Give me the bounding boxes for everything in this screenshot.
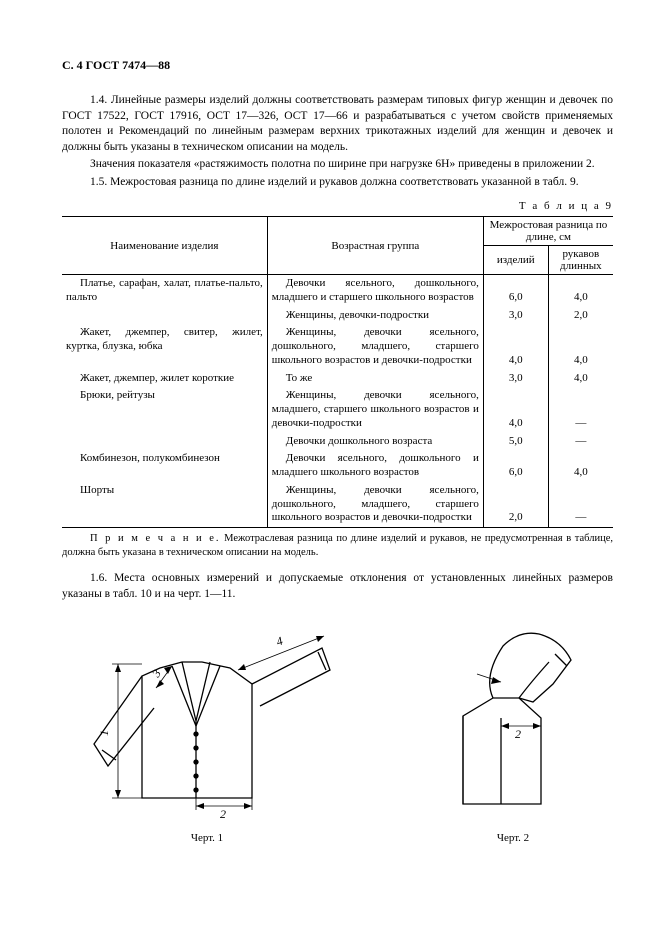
cell-name	[62, 307, 267, 325]
cell-name: Комбинезон, полукомбинезон	[62, 450, 267, 482]
cell-age: Женщины, девочки ясельного, дошкольного,…	[267, 482, 483, 528]
table-row: Женщины, девочки-подростки 3,0 2,0	[62, 307, 613, 325]
cell-v2: —	[548, 482, 613, 528]
cell-name	[62, 433, 267, 451]
cell-name: Жакет, джемпер, свитер, жилет, куртка, б…	[62, 324, 267, 369]
cell-age: Женщины, девочки-подростки	[267, 307, 483, 325]
cell-v1: 2,0	[483, 482, 548, 528]
cell-v2: 4,0	[548, 275, 613, 307]
table-row: Шорты Женщины, девочки ясельного, дошкол…	[62, 482, 613, 528]
cell-v1: 4,0	[483, 324, 548, 369]
dim-3: 3	[148, 667, 163, 681]
cell-v2: —	[548, 433, 613, 451]
table-9: Наименование изделия Возрастная группа М…	[62, 216, 613, 528]
figure-1: 1 2 3 4 Черт. 1	[72, 626, 342, 844]
cell-v2: 4,0	[548, 450, 613, 482]
cell-v2: 4,0	[548, 370, 613, 388]
table-9-note: П р и м е ч а н и е. Межотраслевая разни…	[62, 532, 613, 559]
th-name: Наименование изделия	[62, 217, 267, 275]
table-9-label: Т а б л и ц а 9	[62, 200, 613, 212]
th-super: Межростовая разница по длине, см	[483, 217, 613, 246]
cell-age: Женщины, девочки ясельного, младшего, ст…	[267, 387, 483, 432]
table-row: Комбинезон, полукомбинезон Девочки ясель…	[62, 450, 613, 482]
para-1-4a: Значения показателя «растяжимость полотн…	[62, 157, 613, 173]
cell-v1: 6,0	[483, 275, 548, 307]
table-row: Девочки дошкольного возраста 5,0 —	[62, 433, 613, 451]
dim-2: 2	[220, 807, 226, 821]
cell-name: Жакет, джемпер, жилет короткие	[62, 370, 267, 388]
dim-4: 4	[274, 634, 284, 649]
para-1-5: 1.5. Межростовая разница по длине издели…	[62, 175, 613, 191]
table-9-body: Платье, сарафан, халат, платье-пальто, п…	[62, 275, 613, 528]
cell-v2: 2,0	[548, 307, 613, 325]
th-sub-izdeliy: изделий	[483, 246, 548, 275]
figure-2: 2 Черт. 2	[423, 626, 603, 844]
figure-2-caption: Черт. 2	[423, 832, 603, 844]
para-1-4: 1.4. Линейные размеры изделий должны соо…	[62, 93, 613, 155]
note-label: П р и м е ч а н и е.	[90, 533, 221, 544]
cell-v1: 6,0	[483, 450, 548, 482]
cell-name: Брюки, рейтузы	[62, 387, 267, 432]
cell-age: Девочки дошкольного возраста	[267, 433, 483, 451]
page-header: С. 4 ГОСТ 7474—88	[62, 58, 613, 73]
cell-age: Женщины, девочки ясельного, дошкольного,…	[267, 324, 483, 369]
cell-v2: —	[548, 387, 613, 432]
th-sub-rukavov: рукавов длинных	[548, 246, 613, 275]
cell-v1: 3,0	[483, 370, 548, 388]
table-row: Жакет, джемпер, свитер, жилет, куртка, б…	[62, 324, 613, 369]
cell-age: Девочки ясельного, дошкольного, младшего…	[267, 275, 483, 307]
table-row: Платье, сарафан, халат, платье-пальто, п…	[62, 275, 613, 307]
th-age: Возрастная группа	[267, 217, 483, 275]
dim-2: 2	[515, 727, 521, 741]
page: С. 4 ГОСТ 7474—88 1.4. Линейные размеры …	[0, 0, 661, 936]
figure-2-svg: 2	[423, 626, 603, 821]
cell-age: То же	[267, 370, 483, 388]
para-1-6: 1.6. Места основных измерений и допускае…	[62, 571, 613, 602]
figure-1-caption: Черт. 1	[72, 832, 342, 844]
cell-v1: 3,0	[483, 307, 548, 325]
cell-name: Платье, сарафан, халат, платье-пальто, п…	[62, 275, 267, 307]
cell-v1: 4,0	[483, 387, 548, 432]
figures-row: 1 2 3 4 Черт. 1	[62, 626, 613, 844]
table-row: Брюки, рейтузы Женщины, девочки ясельног…	[62, 387, 613, 432]
cell-age: Девочки ясельного, дошкольного и младшег…	[267, 450, 483, 482]
table-row: Жакет, джемпер, жилет короткие То же 3,0…	[62, 370, 613, 388]
cell-v2: 4,0	[548, 324, 613, 369]
figure-1-svg: 1 2 3 4	[72, 626, 342, 821]
cell-v1: 5,0	[483, 433, 548, 451]
dim-1: 1	[97, 730, 111, 736]
cell-name: Шорты	[62, 482, 267, 528]
